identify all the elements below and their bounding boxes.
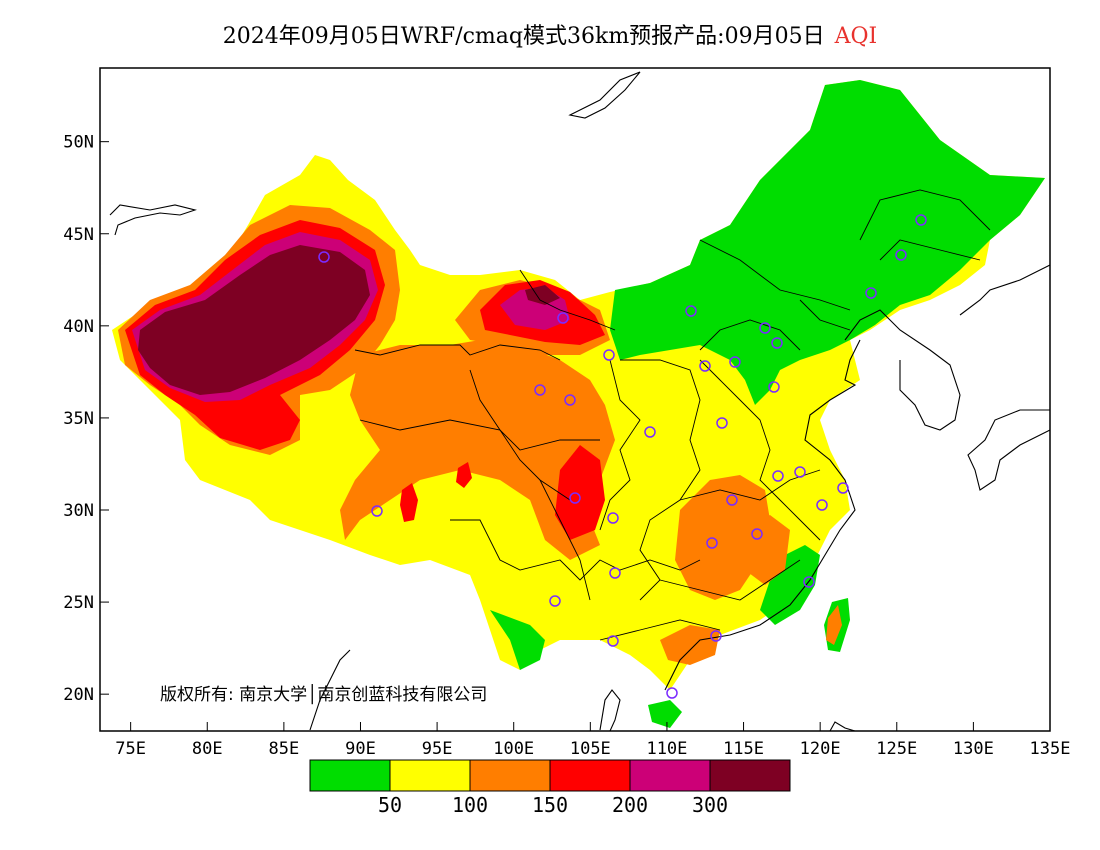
y-tick-label: 50N xyxy=(63,133,94,153)
legend-swatch xyxy=(309,759,391,792)
station-marker xyxy=(569,492,581,504)
station-marker xyxy=(771,337,783,349)
station-marker xyxy=(759,322,771,334)
map-frame xyxy=(99,67,1051,732)
maroon-taklamakan xyxy=(138,245,370,395)
x-tick-label: 95E xyxy=(422,739,453,759)
map-title: 2024年09月05日WRF/cmaq模式36km预报产品:09月05日 AQI xyxy=(0,18,1100,50)
y-tick-label: 40N xyxy=(63,317,94,337)
title-text: 2024年09月05日WRF/cmaq模式36km预报产品:09月05日 xyxy=(222,24,825,49)
x-tick-label: 80E xyxy=(192,739,223,759)
station-marker xyxy=(607,512,619,524)
copyright-text: 版权所有: 南京大学│南京创蓝科技有限公司 xyxy=(160,685,488,705)
legend-swatch xyxy=(469,759,551,792)
x-tick-label: 90E xyxy=(345,739,376,759)
station-marker xyxy=(557,312,569,324)
green-fujian xyxy=(760,545,820,625)
station-marker xyxy=(534,384,546,396)
station-marker xyxy=(666,687,678,699)
legend-swatch xyxy=(549,759,631,792)
station-marker xyxy=(772,470,784,482)
station-marker xyxy=(710,630,722,642)
legend-label: 50 xyxy=(378,793,402,817)
station-marker xyxy=(644,426,656,438)
y-tick-label: 35N xyxy=(63,409,94,429)
station-marker xyxy=(699,360,711,372)
title-variable: AQI xyxy=(834,24,878,49)
station-marker xyxy=(751,528,763,540)
station-marker xyxy=(685,305,697,317)
station-marker xyxy=(837,482,849,494)
x-tick-label: 75E xyxy=(115,739,146,759)
station-marker xyxy=(915,214,927,226)
legend-swatch xyxy=(629,759,711,792)
x-tick-label: 110E xyxy=(646,739,687,759)
green-yunnan xyxy=(490,610,545,670)
x-tick-label: 105E xyxy=(570,739,611,759)
station-marker xyxy=(794,466,806,478)
station-marker xyxy=(865,287,877,299)
station-marker xyxy=(607,635,619,647)
y-axis: 20N 25N 30N 35N 40N 45N 50N xyxy=(63,133,109,705)
legend-label: 300 xyxy=(692,793,728,817)
station-marker xyxy=(803,576,815,588)
x-tick-label: 115E xyxy=(723,739,764,759)
station-marker xyxy=(716,417,728,429)
station-marker xyxy=(768,381,780,393)
map-area xyxy=(109,71,1050,731)
orange-central xyxy=(340,340,615,560)
green-hainan xyxy=(648,700,682,728)
station-marker xyxy=(816,499,828,511)
x-tick-label: 85E xyxy=(269,739,300,759)
red-sichuan xyxy=(555,445,605,540)
station-marker xyxy=(318,251,330,263)
red-tibet-2 xyxy=(456,462,472,488)
orange-guangxi xyxy=(660,625,720,665)
coastlines xyxy=(109,71,1050,731)
legend-swatch xyxy=(389,759,471,792)
station-markers xyxy=(318,214,927,699)
station-marker xyxy=(726,494,738,506)
y-tick-label: 25N xyxy=(63,593,94,613)
x-tick-label: 130E xyxy=(953,739,994,759)
legend-label: 150 xyxy=(532,793,568,817)
station-marker xyxy=(549,595,561,607)
x-tick-label: 100E xyxy=(493,739,534,759)
green-northeast xyxy=(610,80,1045,405)
y-tick-label: 20N xyxy=(63,685,94,705)
legend-label: 200 xyxy=(612,793,648,817)
legend-label: 100 xyxy=(452,793,488,817)
y-tick-label: 45N xyxy=(63,225,94,245)
x-tick-label: 125E xyxy=(876,739,917,759)
taiwan-core xyxy=(826,605,842,645)
y-tick-label: 30N xyxy=(63,501,94,521)
station-marker xyxy=(371,505,383,517)
color-legend: 50 100 150 200 300 xyxy=(309,759,791,817)
x-axis: 75E 80E 85E 90E 95E 100E 105E 110E 115E 120E 125E 1… xyxy=(115,722,1070,759)
red-tibet-1 xyxy=(400,483,418,522)
x-tick-label: 120E xyxy=(800,739,841,759)
x-tick-label: 135E xyxy=(1030,739,1071,759)
station-marker xyxy=(706,537,718,549)
station-marker xyxy=(729,356,741,368)
station-marker xyxy=(564,394,576,406)
province-borders xyxy=(354,189,991,641)
legend-swatch xyxy=(709,759,791,792)
station-marker xyxy=(609,567,621,579)
station-marker xyxy=(603,349,615,361)
station-marker xyxy=(895,249,907,261)
